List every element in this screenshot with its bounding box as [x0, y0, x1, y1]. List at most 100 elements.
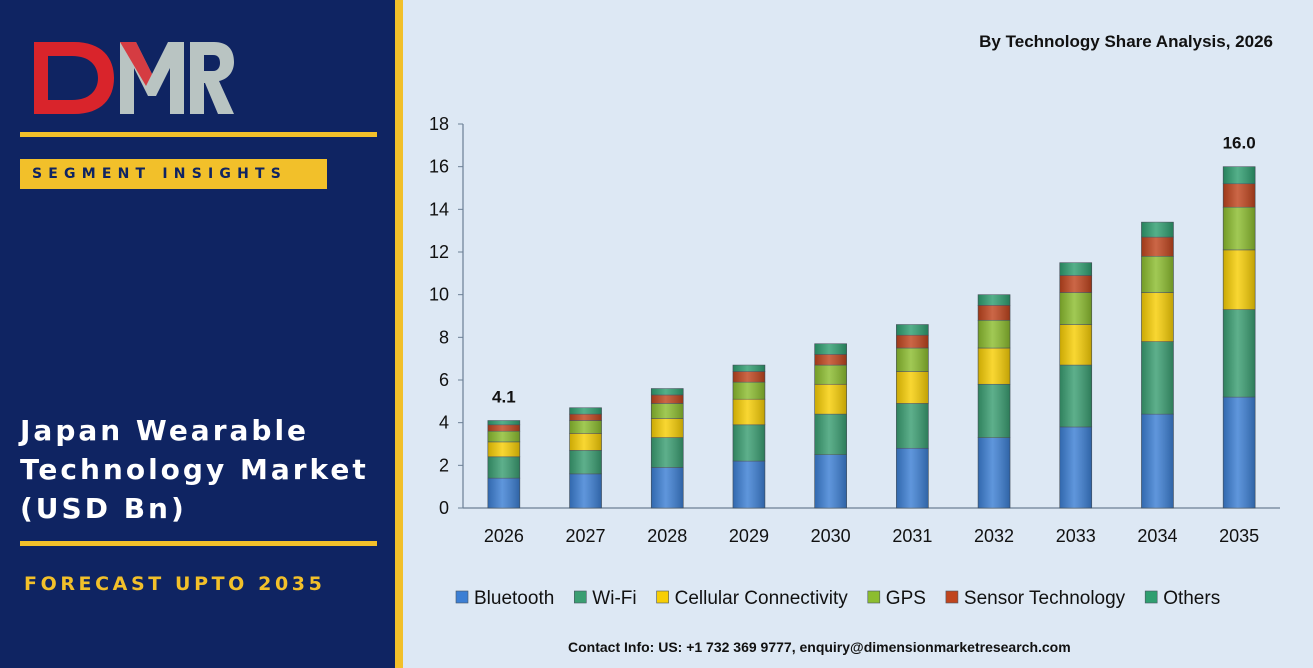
bar-shading — [896, 348, 929, 372]
bar-shading — [978, 348, 1011, 385]
x-tick-label: 2030 — [811, 526, 851, 546]
bar-shading — [1059, 365, 1092, 427]
bar-shading — [814, 365, 847, 385]
legend-swatch — [656, 590, 669, 604]
bar-shading — [569, 450, 602, 474]
bar-shading — [814, 384, 847, 415]
bar-shading — [487, 441, 520, 457]
bar-shading — [1223, 309, 1256, 398]
dmr-logo — [34, 42, 234, 114]
y-tick-label: 2 — [439, 455, 449, 475]
bar-shading — [978, 437, 1011, 508]
x-tick-label: 2033 — [1056, 526, 1096, 546]
y-tick-label: 18 — [429, 114, 449, 134]
bar-shading — [651, 394, 684, 404]
bar-shading — [569, 473, 602, 508]
y-tick-label: 6 — [439, 370, 449, 390]
bar-total-label: 4.1 — [492, 388, 516, 407]
legend-swatch — [945, 590, 959, 604]
bar-shading — [651, 467, 684, 508]
market-title-line-1: Japan Wearable — [20, 414, 310, 447]
legend-label: Sensor Technology — [964, 588, 1126, 609]
bar-shading — [896, 403, 929, 449]
bar-total-label: 16.0 — [1223, 134, 1256, 153]
bar-shading — [1223, 183, 1256, 208]
bar-shading — [978, 320, 1011, 348]
contact-info: Contact Info: US: +1 732 369 9777, enqui… — [568, 639, 1071, 655]
bar-shading — [732, 424, 765, 462]
bar-shading — [651, 388, 684, 395]
bar-shading — [1223, 397, 1256, 508]
x-tick-label: 2035 — [1219, 526, 1259, 546]
legend-swatch — [455, 590, 469, 604]
legend-swatch — [573, 590, 587, 604]
bar-shading — [569, 420, 602, 434]
y-tick-label: 4 — [439, 413, 449, 433]
bar-shading — [651, 403, 684, 419]
x-tick-label: 2031 — [892, 526, 932, 546]
legend-item-bluetooth: Bluetooth — [455, 588, 554, 609]
legend-swatch — [1144, 590, 1158, 604]
legend-item-others: Others — [1144, 588, 1220, 609]
legend-item-cellular-connectivity: Cellular Connectivity — [656, 588, 849, 609]
y-tick-label: 10 — [429, 285, 449, 305]
bar-shading — [569, 407, 602, 415]
bar-shading — [1141, 414, 1174, 508]
x-tick-label: 2026 — [484, 526, 524, 546]
market-title-line-3: (USD Bn) — [20, 492, 187, 525]
x-tick-label: 2032 — [974, 526, 1014, 546]
bar-shading — [569, 433, 602, 451]
legend-label: Cellular Connectivity — [675, 588, 849, 609]
bar-shading — [651, 418, 684, 438]
x-tick-label: 2029 — [729, 526, 769, 546]
bar-shading — [1059, 324, 1092, 366]
forecast-label: FORECAST UPTO 2035 — [24, 573, 326, 595]
x-tick-label: 2034 — [1137, 526, 1177, 546]
y-tick-label: 8 — [439, 327, 449, 347]
top-accent-rule — [20, 132, 377, 137]
legend-item-wi-fi: Wi-Fi — [573, 588, 637, 609]
legend-swatch — [867, 590, 881, 604]
chart-subtitle: By Technology Share Analysis, 2026 — [979, 32, 1273, 51]
bar-shading — [814, 414, 847, 455]
bar-shading — [1141, 237, 1174, 257]
bar-shading — [487, 456, 520, 479]
bar-shading — [1223, 249, 1256, 310]
bar-shading — [1059, 292, 1092, 325]
market-title-line-2: Technology Market — [20, 453, 369, 486]
legend-label: Bluetooth — [474, 588, 554, 609]
bar-shading — [732, 371, 765, 383]
segment-insights-badge: SEGMENT INSIGHTS — [20, 159, 327, 189]
bar-shading — [1141, 222, 1174, 238]
bar-shading — [814, 354, 847, 366]
bar-shading — [896, 448, 929, 508]
legend-label: GPS — [886, 588, 926, 609]
x-tick-label: 2027 — [566, 526, 606, 546]
bar-shading — [1059, 262, 1092, 276]
y-tick-label: 14 — [429, 199, 449, 219]
bar-shading — [1141, 256, 1174, 293]
legend-item-gps: GPS — [867, 588, 926, 609]
bar-shading — [487, 478, 520, 508]
bar-shading — [896, 371, 929, 404]
bar-shading — [1223, 166, 1256, 184]
bar-shading — [896, 335, 929, 348]
bar-shading — [487, 424, 520, 432]
bar-shading — [732, 365, 765, 372]
bar-shading — [1059, 426, 1092, 508]
bar-shading — [487, 431, 520, 442]
bar-shading — [1223, 207, 1256, 250]
bar-shading — [978, 294, 1011, 306]
legend-label: Others — [1163, 588, 1220, 609]
legend-item-sensor-technology: Sensor Technology — [945, 588, 1126, 609]
accent-divider — [395, 0, 403, 668]
bar-shading — [814, 454, 847, 508]
bar-shading — [1141, 341, 1174, 415]
bar-shading — [1141, 292, 1174, 342]
bar-shading — [651, 437, 684, 468]
y-tick-label: 16 — [429, 157, 449, 177]
bar-shading — [732, 382, 765, 400]
sidebar-panel: SEGMENT INSIGHTS Japan Wearable Technolo… — [0, 0, 395, 668]
bar-shading — [978, 305, 1011, 321]
